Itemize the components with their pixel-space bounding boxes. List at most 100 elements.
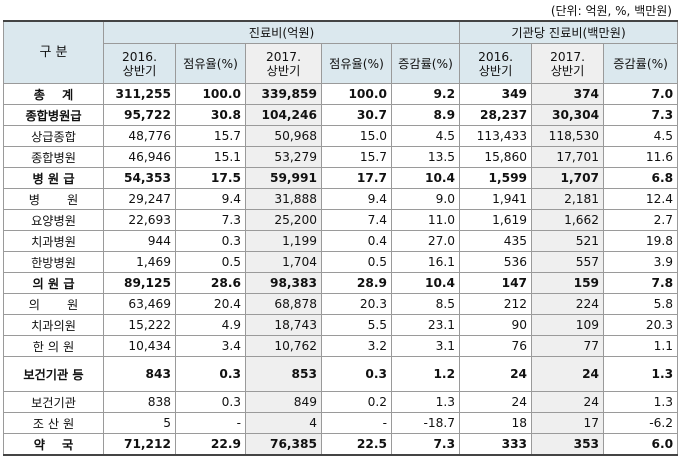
- table-cell: 944: [103, 230, 176, 252]
- table-cell: 159: [531, 272, 605, 294]
- table-cell: 90: [459, 314, 533, 336]
- table-row: 치과의원 15,222 4.9 18,743 5.5 23.1 90 109 20.3: [3, 314, 679, 336]
- table-cell: 7.3: [390, 433, 461, 456]
- table-cell: 1,704: [245, 251, 322, 273]
- row-label: 보건기관: [3, 391, 104, 413]
- row-label: 조 산 원: [3, 412, 104, 434]
- table-row: 요양병원 22,693 7.3 25,200 7.4 11.0 1,619 1,662 2.7: [3, 209, 679, 231]
- table-cell: 374: [531, 83, 605, 105]
- table-cell: 18: [459, 412, 533, 434]
- table-cell: 9.2: [390, 83, 461, 105]
- table-cell: 30.7: [321, 104, 392, 126]
- table-cell: 849: [245, 391, 322, 413]
- table-cell: 63,469: [103, 293, 176, 315]
- table-cell: 24: [459, 391, 533, 413]
- table-cell: 89,125: [103, 272, 176, 294]
- table-cell: -6.2: [603, 412, 679, 434]
- table-cell: 0.3: [175, 356, 246, 392]
- table-cell: 13.5: [390, 146, 461, 168]
- table-cell: 3.1: [390, 335, 461, 357]
- table-cell: 4: [245, 412, 322, 434]
- table-cell: 10.4: [390, 167, 461, 189]
- column-header: 증감률(%): [603, 43, 679, 84]
- table-cell: 1,662: [531, 209, 605, 231]
- table-row: 병 원 급 54,353 17.5 59,991 17.7 10.4 1,599 1,707 6…: [3, 167, 679, 189]
- table-cell: 15.1: [175, 146, 246, 168]
- row-label: 병 원: [3, 188, 104, 210]
- table-row: 조 산 원 5-4- -18.7 18 17 -6.2: [3, 412, 679, 434]
- table-cell: 5.8: [603, 293, 679, 315]
- table-cell: 100.0: [321, 83, 392, 105]
- table-cell: 5: [103, 412, 176, 434]
- row-label: 병 원 급: [3, 167, 104, 189]
- table-cell: 9.0: [390, 188, 461, 210]
- table-cell: 4.9: [175, 314, 246, 336]
- table-cell: 28.6: [175, 272, 246, 294]
- table-cell: -: [175, 412, 246, 434]
- unit-note: (단위: 억원, %, 백만원): [550, 4, 672, 18]
- table-row: 종합병원급 95,722 30.8 104,246 30.7 8.9 28,237 30,30…: [3, 104, 679, 126]
- table-row: 보건기관 838 0.3 849 0.2 1.3 24 24 1.3: [3, 391, 679, 413]
- row-label: 종합병원급: [3, 104, 104, 126]
- column-header: 2017. 상반기: [245, 43, 322, 84]
- column-header: 2016. 상반기: [459, 43, 533, 84]
- table-cell: 15.0: [321, 125, 392, 147]
- table-cell: 50,968: [245, 125, 322, 147]
- table-cell: 2,181: [531, 188, 605, 210]
- table-cell: 7.3: [175, 209, 246, 231]
- table-cell: 20.3: [603, 314, 679, 336]
- group-header-per-institution: 기관당 진료비(백만원): [459, 20, 679, 44]
- table-cell: 853: [245, 356, 322, 392]
- table-cell: 838: [103, 391, 176, 413]
- table-cell: 9.4: [175, 188, 246, 210]
- table-cell: 24: [459, 356, 533, 392]
- table-cell: 1.2: [390, 356, 461, 392]
- table-cell: 17: [531, 412, 605, 434]
- table-cell: 54,353: [103, 167, 176, 189]
- group-header-expense: 진료비(억원): [102, 20, 461, 44]
- table-cell: 12.4: [603, 188, 679, 210]
- table-cell: 2.7: [603, 209, 679, 231]
- table-cell: 95,722: [103, 104, 176, 126]
- row-label: 의 원 급: [3, 272, 104, 294]
- table-cell: 22.5: [321, 433, 392, 456]
- medical-expense-table: 구 분 진료비(억원) 기관당 진료비(백만원) 2016. 상반기 점유율(%)…: [3, 20, 679, 456]
- row-label: 요양병원: [3, 209, 104, 231]
- row-label: 약 국: [3, 433, 104, 456]
- table-cell: 30.8: [175, 104, 246, 126]
- table-cell: 71,212: [103, 433, 176, 456]
- table-cell: 8.5: [390, 293, 461, 315]
- table-body: 총 계 311,255 100.0 339,859 100.0 9.2 349 374 7.0 종…: [3, 83, 679, 456]
- table-cell: 7.0: [603, 83, 679, 105]
- row-label: 한방병원: [3, 251, 104, 273]
- table-cell: 30,304: [531, 104, 605, 126]
- table-row: 의 원 63,469 20.4 68,878 20.3 8.5 212 224 5.8: [3, 293, 679, 315]
- table-cell: 11.6: [603, 146, 679, 168]
- table-cell: 536: [459, 251, 533, 273]
- table-cell: -: [321, 412, 392, 434]
- table-row: 총 계 311,255 100.0 339,859 100.0 9.2 349 374 7.0: [3, 83, 679, 105]
- table-cell: 104,246: [245, 104, 322, 126]
- table-cell: 6.0: [603, 433, 679, 456]
- table-header: 구 분 진료비(억원) 기관당 진료비(백만원) 2016. 상반기 점유율(%)…: [3, 20, 679, 84]
- table-cell: 5.5: [321, 314, 392, 336]
- table-cell: 0.3: [175, 391, 246, 413]
- column-header: 2017. 상반기: [531, 43, 605, 84]
- column-header: 증감률(%): [390, 43, 461, 84]
- table-cell: 1,469: [103, 251, 176, 273]
- table-row: 종합병원 46,946 15.1 53,279 15.7 13.5 15,860 17,701…: [3, 146, 679, 168]
- table-cell: 0.4: [321, 230, 392, 252]
- table-cell: 0.3: [321, 356, 392, 392]
- table-cell: 1.3: [603, 391, 679, 413]
- table-cell: 15,860: [459, 146, 533, 168]
- row-label: 의 원: [3, 293, 104, 315]
- table-cell: 53,279: [245, 146, 322, 168]
- table-cell: 18,743: [245, 314, 322, 336]
- table-cell: 1,599: [459, 167, 533, 189]
- table-cell: 22,693: [103, 209, 176, 231]
- row-label: 한 의 원: [3, 335, 104, 357]
- table-cell: 0.5: [321, 251, 392, 273]
- table-cell: 48,776: [103, 125, 176, 147]
- column-header: 점유율(%): [321, 43, 392, 84]
- table-row: 보건기관 등 843 0.3 853 0.3 1.2 24 24 1.3: [3, 356, 679, 392]
